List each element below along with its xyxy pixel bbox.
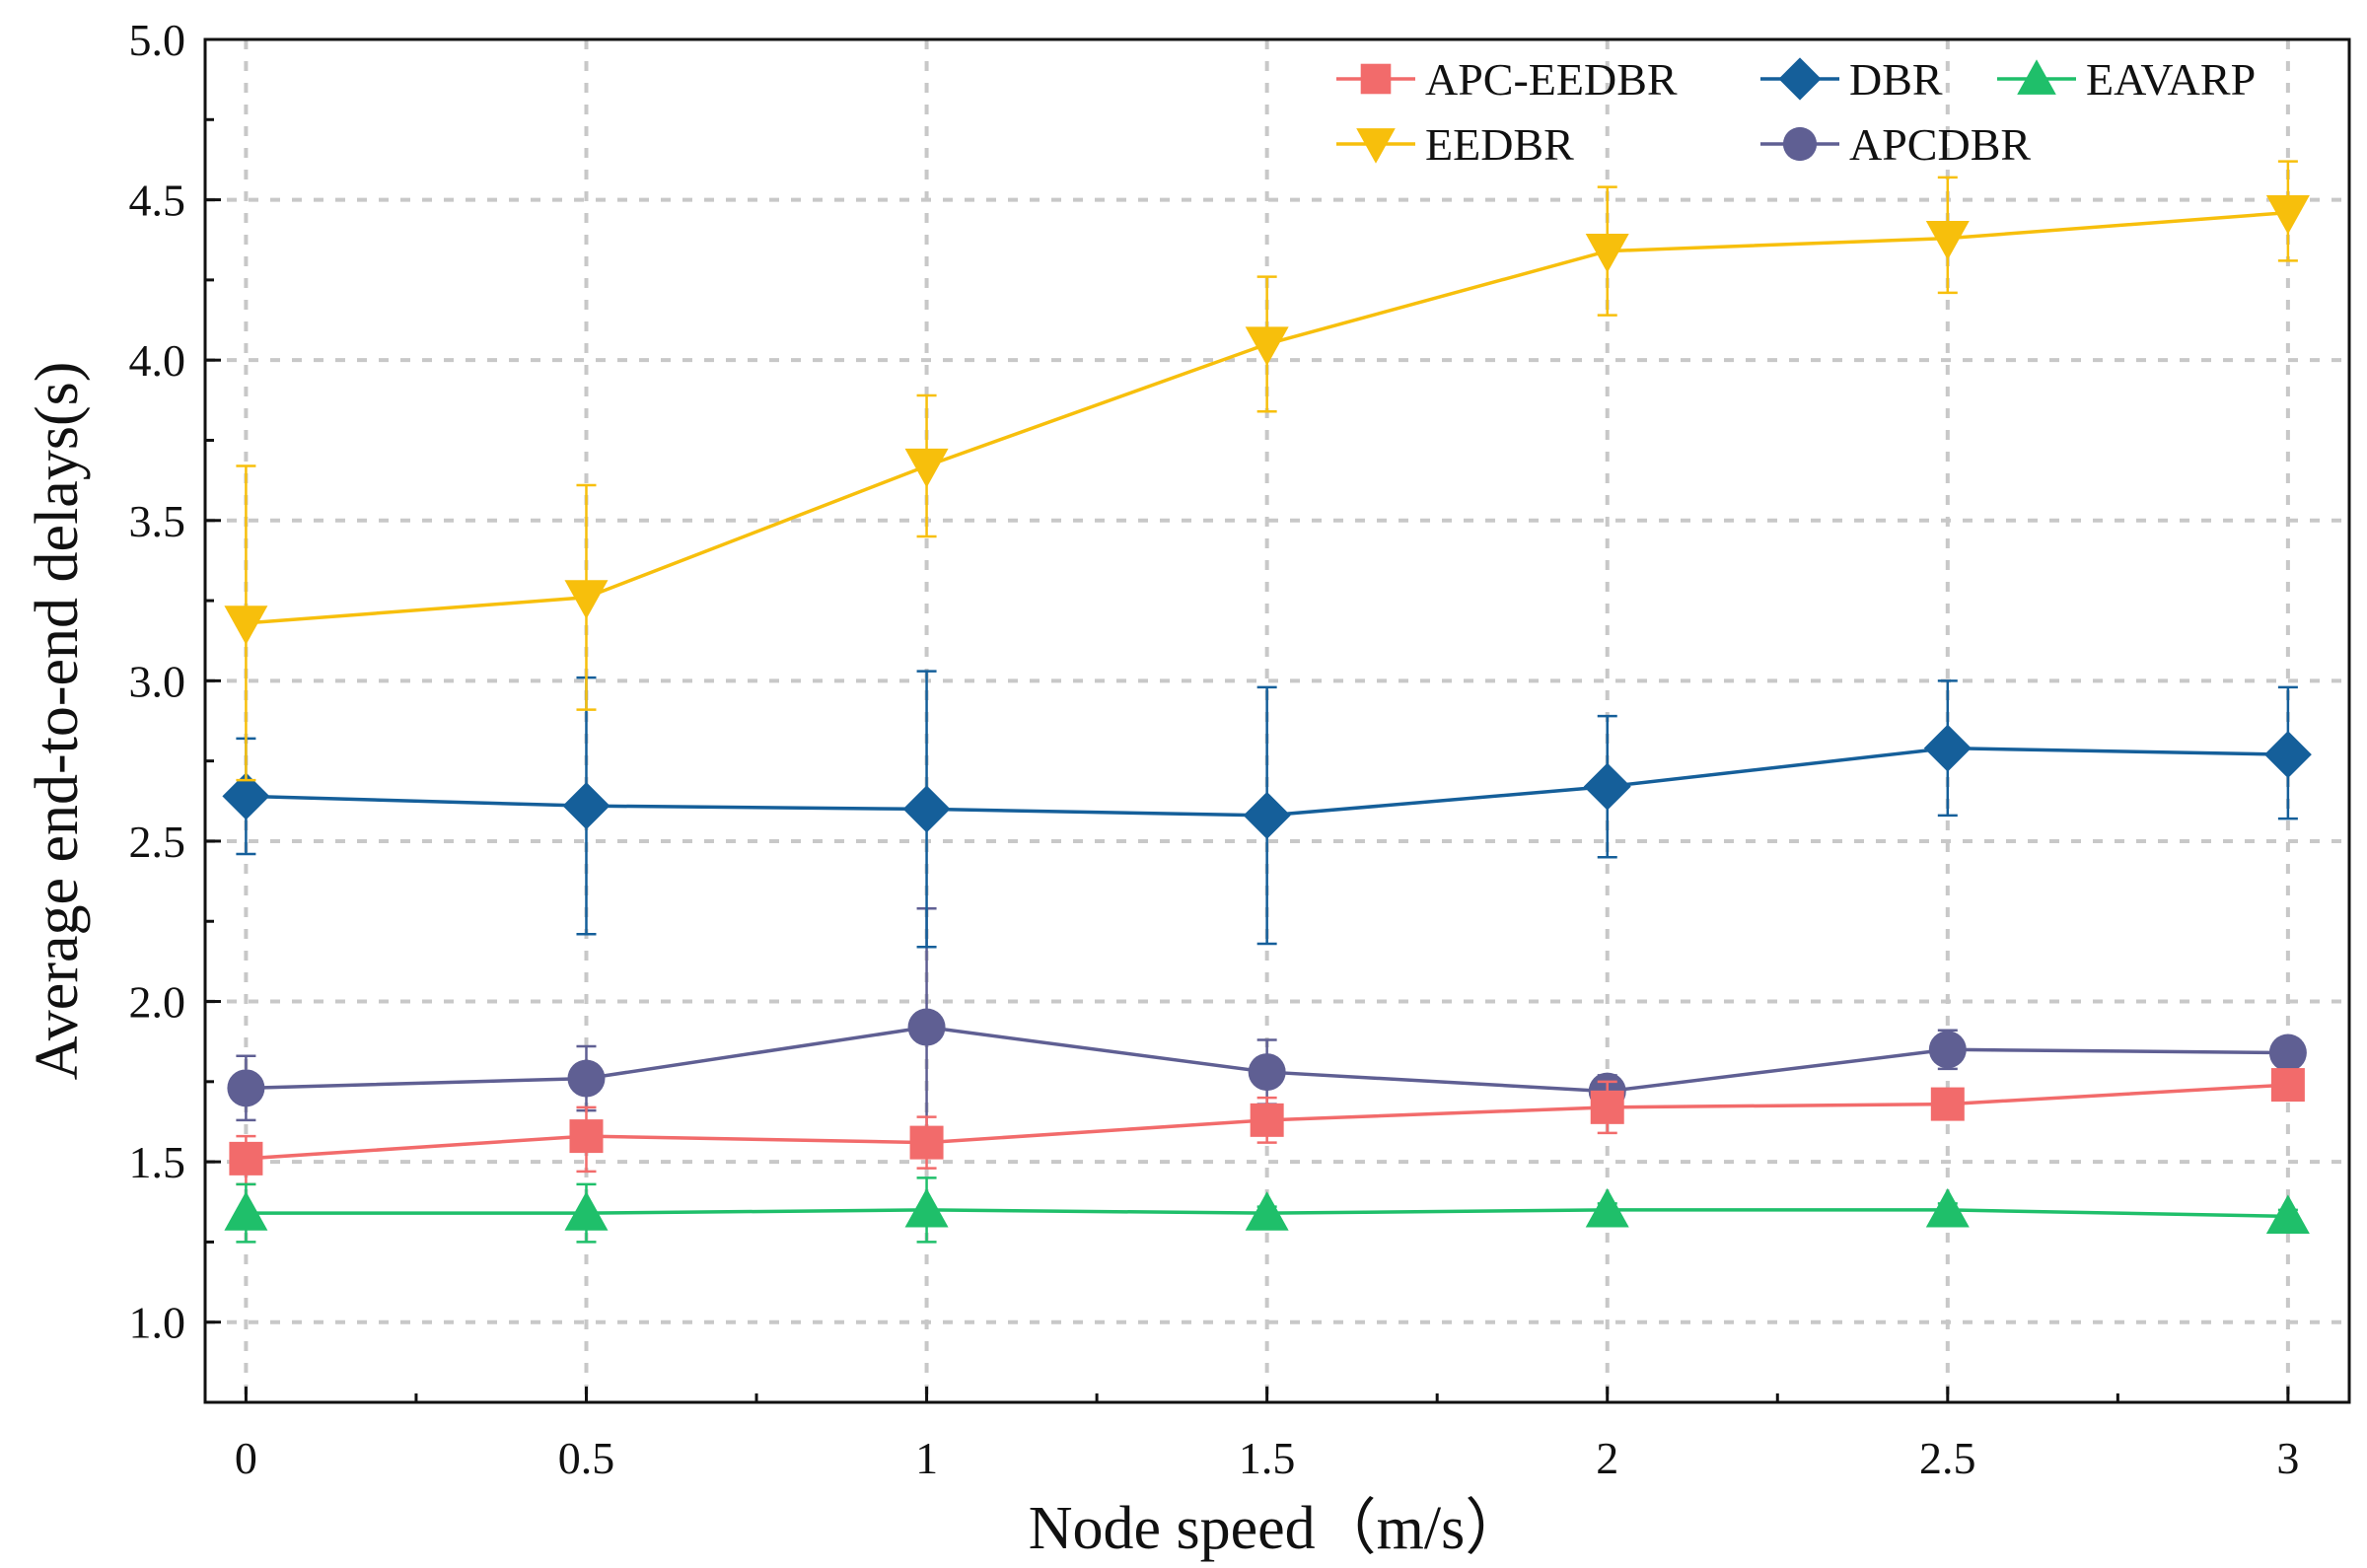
legend-item-dbr: DBR [1760, 54, 1943, 105]
data-point-eavarp [1925, 1187, 1970, 1228]
legend: APC-EEDBR DBR EAVARP EEDBR APCDBR [1336, 54, 2256, 170]
x-tick-label: 1 [915, 1433, 938, 1483]
data-point-dbr [222, 772, 270, 820]
x-tick-label: 0.5 [558, 1433, 615, 1483]
y-tick-label: 4.0 [129, 335, 186, 386]
data-point-dbr [562, 782, 610, 830]
data-point-apcdbr [567, 1059, 606, 1098]
data-point-dbr [1583, 762, 1631, 811]
data-point-apc-eedbr [2270, 1068, 2305, 1103]
data-point-eedbr [224, 606, 268, 645]
legend-item-apc-eedbr: APC-EEDBR [1336, 54, 1678, 105]
data-point-apc-eedbr [1930, 1087, 1965, 1121]
data-point-eavarp [1585, 1187, 1629, 1228]
data-point-eedbr [904, 448, 949, 488]
data-point-apcdbr [907, 1008, 946, 1046]
data-point-dbr [902, 785, 951, 833]
data-point-eavarp [1245, 1191, 1289, 1231]
data-point-eedbr [2265, 194, 2310, 235]
data-point-apc-eedbr [1590, 1090, 1624, 1124]
data-point-dbr [1923, 724, 1972, 772]
data-point-apcdbr [227, 1069, 265, 1107]
data-point-dbr [1243, 791, 1291, 839]
legend-marker-eavarp [2017, 59, 2056, 95]
data-point-apc-eedbr [229, 1141, 263, 1176]
series-eedbr [224, 160, 2310, 782]
legend-marker-eedbr [1356, 128, 1396, 164]
legend-item-apcdbr: APCDBR [1760, 119, 2031, 170]
legend-label-dbr: DBR [1849, 54, 1943, 105]
axes: 0 0.5 1 1.5 2 2.5 3 1.0 1.5 2.0 2.5 3.0 3.5 4.0 4.5 5.0 [129, 15, 2300, 1483]
series-dbr [222, 670, 2312, 949]
y-tick-label: 5.0 [129, 15, 186, 65]
series-layer [222, 160, 2312, 1244]
y-tick-label: 2.0 [129, 977, 186, 1028]
legend-item-eedbr: EEDBR [1336, 119, 1574, 170]
data-point-eedbr [1925, 221, 1970, 260]
x-tick-label: 0 [235, 1433, 257, 1483]
y-axis-title: Average end-to-end delays(s) [24, 362, 91, 1081]
y-tick-label: 4.5 [129, 176, 186, 226]
x-tick-label: 1.5 [1239, 1433, 1296, 1483]
legend-marker-apcdbr [1782, 126, 1818, 162]
data-point-eedbr [564, 580, 609, 619]
data-point-apcdbr [1928, 1031, 1967, 1069]
x-axis-title: Node speed（m/s） [1029, 1495, 1527, 1562]
data-point-eavarp [564, 1191, 609, 1231]
y-tick-label: 3.5 [129, 496, 186, 546]
x-tick-label: 2 [1596, 1433, 1618, 1483]
data-point-apc-eedbr [1250, 1103, 1284, 1137]
data-point-eedbr [1585, 234, 1629, 273]
x-tick-label: 3 [2276, 1433, 2299, 1483]
series-apc-eedbr [229, 1068, 2305, 1186]
legend-label-apc-eedbr: APC-EEDBR [1425, 54, 1678, 105]
plot-frame [203, 37, 2351, 1404]
series-eavarp [224, 1176, 2310, 1244]
data-point-eavarp [2265, 1194, 2310, 1234]
y-tick-label: 3.0 [129, 656, 186, 706]
legend-marker-apc-eedbr [1360, 63, 1392, 95]
data-point-apcdbr [1248, 1053, 1286, 1092]
legend-marker-dbr [1778, 57, 1822, 101]
data-point-apc-eedbr [909, 1125, 944, 1160]
legend-label-eedbr: EEDBR [1425, 119, 1574, 170]
legend-item-eavarp: EAVARP [1997, 54, 2256, 105]
y-tick-label: 1.5 [129, 1137, 186, 1187]
data-point-dbr [2263, 731, 2312, 779]
data-point-apc-eedbr [569, 1119, 604, 1154]
y-tick-label: 2.5 [129, 817, 186, 867]
data-point-eavarp [224, 1191, 268, 1231]
legend-label-eavarp: EAVARP [2086, 54, 2256, 105]
data-point-eedbr [1245, 326, 1289, 366]
data-point-eavarp [904, 1187, 949, 1228]
y-tick-label: 1.0 [129, 1298, 186, 1348]
legend-label-apcdbr: APCDBR [1849, 119, 2031, 170]
x-tick-label: 2.5 [1919, 1433, 1976, 1483]
data-point-apcdbr [2268, 1033, 2307, 1072]
